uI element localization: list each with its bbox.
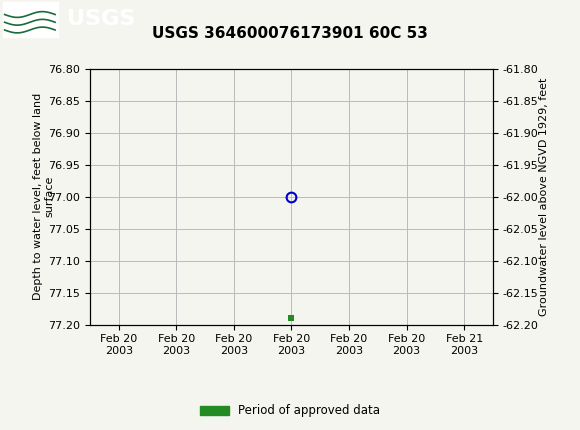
Y-axis label: Depth to water level, feet below land
surface: Depth to water level, feet below land su… [33, 93, 55, 300]
Legend: Period of approved data: Period of approved data [195, 399, 385, 422]
Text: USGS 364600076173901 60C 53: USGS 364600076173901 60C 53 [152, 26, 428, 41]
Bar [3, 2, 58, 37]
Y-axis label: Groundwater level above NGVD 1929, feet: Groundwater level above NGVD 1929, feet [539, 77, 549, 316]
Text: USGS: USGS [67, 9, 135, 29]
